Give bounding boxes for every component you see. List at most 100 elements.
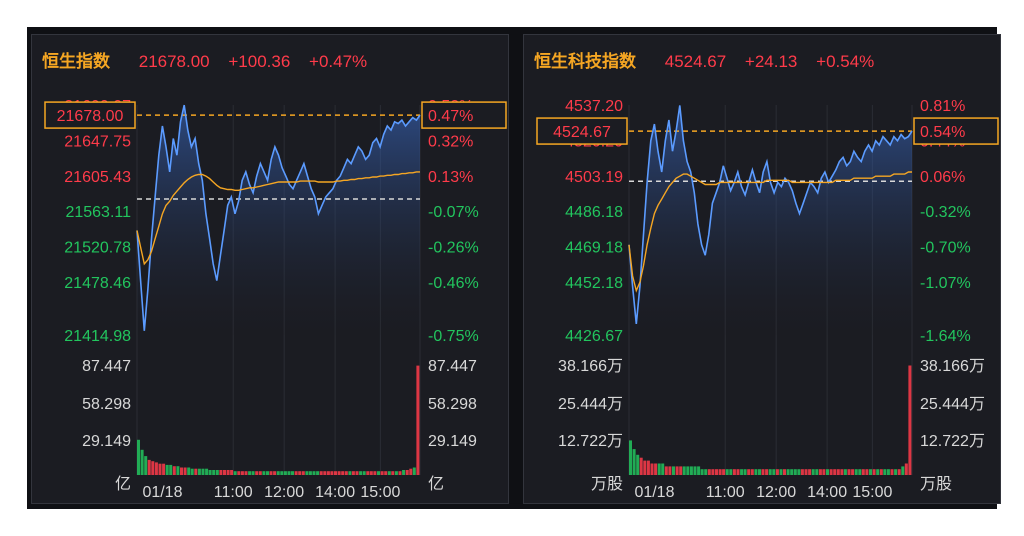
volume-bar [180, 467, 183, 475]
volume-bar [790, 469, 794, 475]
pct-tick-label: -0.46% [428, 275, 479, 292]
volume-bar [144, 456, 148, 475]
volume-bar [172, 466, 176, 475]
pct-tick-label: 0.13% [428, 169, 473, 186]
index-name: 恒生科技指数 [534, 52, 636, 71]
y-tick-label: 21414.98 [64, 328, 131, 345]
volume-bar [151, 461, 155, 475]
volume-tick-label: 12.722万 [558, 433, 623, 450]
hstech-header: 恒生科技指数 4524.67 +24.13 +0.54% [534, 47, 888, 73]
volume-bar [682, 466, 686, 475]
volume-bar [233, 471, 237, 475]
volume-bar [861, 469, 865, 475]
volume-tick-label: 38.166万 [920, 358, 985, 375]
y-tick-label: 4486.18 [565, 204, 623, 221]
volume-bar [158, 463, 162, 475]
volume-bar [711, 469, 715, 475]
volume-bar [208, 470, 212, 475]
volume-bar [758, 469, 761, 475]
volume-bar [323, 471, 327, 475]
x-tick-label: 01/18 [142, 484, 182, 501]
volume-bar [689, 466, 693, 475]
volume-bar [147, 459, 151, 475]
volume-bar [897, 469, 901, 475]
volume-bar [818, 469, 822, 475]
volume-bar [675, 466, 679, 475]
x-tick-label: 12:00 [264, 484, 304, 501]
volume-bar [215, 470, 219, 475]
volume-bar [883, 469, 887, 475]
volume-bar [344, 471, 348, 475]
volume-bar [879, 469, 883, 475]
volume-bar [394, 471, 398, 475]
volume-bar [650, 463, 654, 475]
volume-bar [722, 469, 726, 475]
volume-bar [811, 469, 815, 475]
volume-bar [629, 440, 632, 475]
y-tick-label: 21605.43 [64, 169, 131, 186]
avg-price-line [628, 171, 912, 293]
y-tick-label: 4503.19 [565, 169, 623, 186]
x-tick-label: 01/18 [634, 484, 674, 501]
volume-tick-label: 29.149 [82, 433, 131, 450]
x-tick-label: 15:00 [852, 484, 892, 501]
volume-bar [162, 463, 166, 475]
volume-bar [301, 471, 305, 475]
volume-bar [194, 468, 198, 475]
current-pct-tag-text: 0.47% [428, 108, 473, 125]
volume-tick-label: 12.722万 [920, 433, 985, 450]
y-tick-label: 4426.67 [565, 328, 623, 345]
volume-bar [377, 471, 380, 475]
current-pct-tag [421, 101, 507, 129]
hstech-chart-panel: 恒生科技指数 4524.67 +24.13 +0.54% 4537.204520… [523, 34, 1001, 504]
volume-bar [632, 449, 636, 475]
price-line [136, 104, 421, 331]
volume-bar [672, 466, 675, 475]
volume-bar [668, 466, 672, 475]
volume-bar [876, 469, 880, 475]
volume-bar [366, 471, 370, 475]
volume-bar [183, 467, 187, 475]
index-change-pct: +0.54% [816, 52, 875, 71]
volume-bar [362, 471, 366, 475]
volume-bar [765, 469, 769, 475]
y-tick-label: 4537.20 [565, 98, 623, 115]
volume-tick-label: 58.298 [82, 396, 131, 413]
volume-bar [237, 471, 241, 475]
volume-bar [847, 469, 851, 475]
volume-bar [826, 469, 829, 475]
hstech-intraday-chart[interactable]: 4537.204520.204503.194486.184469.184452.… [524, 35, 1002, 505]
pct-tick-label: 0.81% [920, 98, 965, 115]
volume-bar [380, 471, 384, 475]
current-price-tag [536, 117, 628, 145]
volume-bar [743, 469, 747, 475]
volume-bar [137, 439, 140, 475]
volume-bar [797, 469, 801, 475]
volume-bar [197, 468, 201, 475]
volume-bar [244, 471, 248, 475]
x-tick-label: 14:00 [807, 484, 847, 501]
volume-bar [772, 469, 776, 475]
volume-bar [351, 471, 355, 475]
price-line [628, 105, 913, 324]
current-price-tag [44, 101, 136, 129]
current-pct-tag-text: 0.54% [920, 124, 965, 141]
y-tick-label: 4452.18 [565, 275, 623, 292]
volume-bar [833, 469, 837, 475]
volume-bar [165, 464, 169, 475]
volume-bar [280, 471, 284, 475]
volume-bar [901, 466, 905, 475]
volume-bar [384, 471, 388, 475]
hsi-intraday-chart[interactable]: 21690.0721647.7521605.4321563.1121520.78… [32, 35, 510, 505]
volume-bar [405, 470, 409, 475]
volume-bar [337, 471, 341, 475]
volume-bar [697, 466, 701, 475]
volume-bar [775, 469, 779, 475]
volume-bar [693, 466, 697, 475]
volume-bar [391, 471, 395, 475]
index-change: +100.36 [228, 52, 291, 71]
volume-bar [283, 471, 287, 475]
avg-price-line [136, 171, 420, 266]
volume-bar [840, 469, 844, 475]
volume-bar [886, 469, 890, 475]
